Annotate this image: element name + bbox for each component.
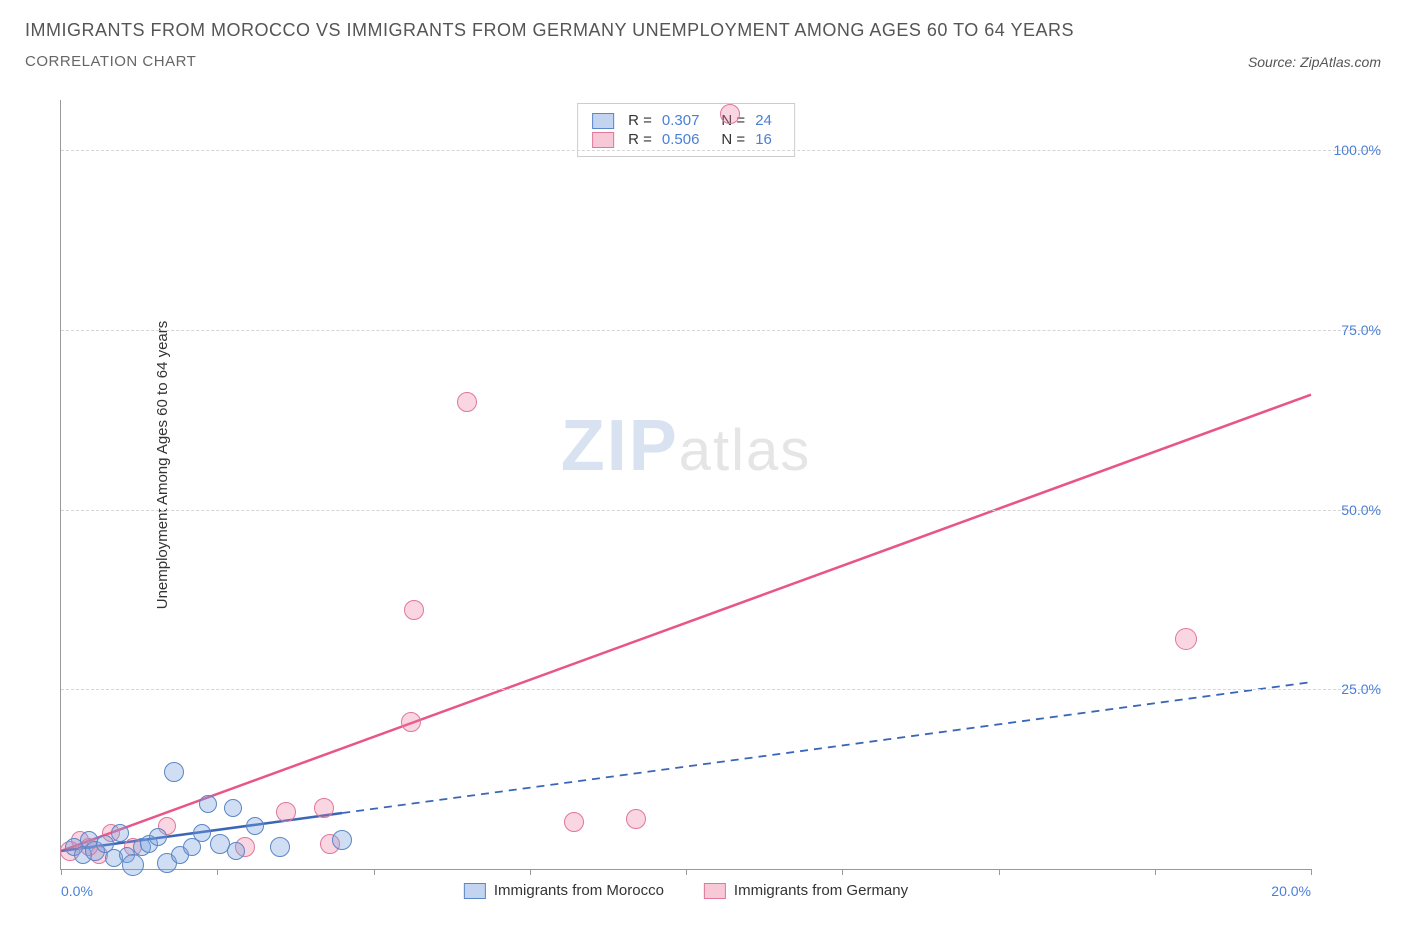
data-point-morocco [332, 830, 352, 850]
x-tick-label-min: 0.0% [61, 883, 93, 899]
stat-r-germany: 0.506 [662, 131, 700, 148]
y-tick-label: 25.0% [1341, 681, 1381, 697]
data-point-morocco [270, 837, 290, 857]
y-tick-label: 75.0% [1341, 322, 1381, 338]
stat-r-label: R = [628, 131, 652, 148]
stats-row-morocco: R = 0.307 N = 24 [592, 112, 780, 129]
data-point-morocco [149, 828, 167, 846]
stat-n-germany: 16 [755, 131, 772, 148]
stats-row-germany: R = 0.506 N = 16 [592, 131, 780, 148]
chart-plot-area: ZIPatlas R = 0.307 N = 24 R = 0.506 N = … [60, 100, 1311, 870]
stat-r-morocco: 0.307 [662, 112, 700, 129]
gridline-h [61, 330, 1381, 331]
stat-n-morocco: 24 [755, 112, 772, 129]
gridline-h [61, 150, 1381, 151]
legend-label-morocco: Immigrants from Morocco [494, 882, 664, 899]
x-tick [217, 869, 218, 875]
x-tick [999, 869, 1000, 875]
source-attribution: Source: ZipAtlas.com [1248, 54, 1381, 70]
stat-r-label: R = [628, 112, 652, 129]
legend-item-germany: Immigrants from Germany [704, 882, 908, 899]
data-point-germany [720, 104, 740, 124]
gridline-h [61, 510, 1381, 511]
stats-box: R = 0.307 N = 24 R = 0.506 N = 16 [577, 103, 795, 157]
data-point-morocco [122, 854, 144, 876]
data-point-germany [564, 812, 584, 832]
data-point-germany [457, 392, 477, 412]
data-point-morocco [111, 824, 129, 842]
data-point-germany [1175, 628, 1197, 650]
trend-lines [61, 100, 1311, 869]
swatch-morocco [592, 113, 614, 129]
x-tick [374, 869, 375, 875]
data-point-germany [626, 809, 646, 829]
chart-title: IMMIGRANTS FROM MOROCCO VS IMMIGRANTS FR… [25, 20, 1381, 41]
legend: Immigrants from Morocco Immigrants from … [464, 882, 908, 899]
legend-label-germany: Immigrants from Germany [734, 882, 908, 899]
x-tick [1311, 869, 1312, 875]
x-tick [1155, 869, 1156, 875]
x-tick [842, 869, 843, 875]
swatch-morocco [464, 883, 486, 899]
x-tick-label-max: 20.0% [1271, 883, 1311, 899]
data-point-morocco [199, 795, 217, 813]
data-point-morocco [246, 817, 264, 835]
data-point-morocco [193, 824, 211, 842]
data-point-germany [401, 712, 421, 732]
chart-subtitle: CORRELATION CHART [25, 53, 196, 70]
swatch-germany [592, 132, 614, 148]
legend-item-morocco: Immigrants from Morocco [464, 882, 664, 899]
x-tick [530, 869, 531, 875]
x-tick [61, 869, 62, 875]
data-point-germany [314, 798, 334, 818]
gridline-h [61, 689, 1381, 690]
swatch-germany [704, 883, 726, 899]
y-tick-label: 50.0% [1341, 502, 1381, 518]
x-tick [686, 869, 687, 875]
y-tick-label: 100.0% [1334, 142, 1381, 158]
stat-n-label: N = [721, 131, 745, 148]
data-point-germany [276, 802, 296, 822]
data-point-morocco [227, 842, 245, 860]
data-point-morocco [164, 762, 184, 782]
data-point-germany [404, 600, 424, 620]
data-point-morocco [224, 799, 242, 817]
